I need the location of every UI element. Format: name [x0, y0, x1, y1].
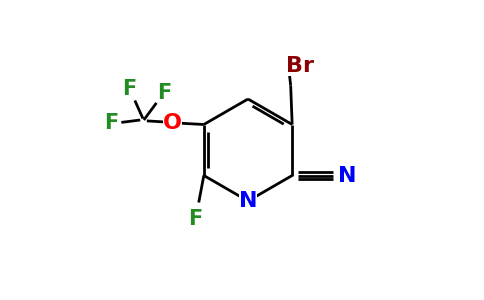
Text: F: F	[121, 80, 136, 99]
Text: N: N	[338, 166, 356, 185]
Text: F: F	[188, 209, 203, 229]
Text: O: O	[163, 113, 182, 133]
Text: N: N	[239, 191, 257, 211]
Text: F: F	[157, 83, 171, 103]
Text: Br: Br	[286, 56, 314, 76]
Text: F: F	[105, 113, 119, 133]
